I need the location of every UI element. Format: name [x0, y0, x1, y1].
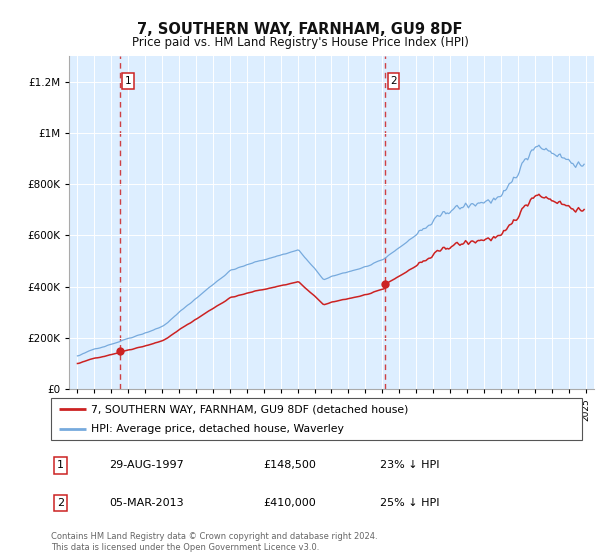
Text: £410,000: £410,000 [263, 498, 316, 508]
Text: 25% ↓ HPI: 25% ↓ HPI [380, 498, 440, 508]
FancyBboxPatch shape [51, 398, 582, 440]
Text: £148,500: £148,500 [263, 460, 316, 470]
Text: 29-AUG-1997: 29-AUG-1997 [109, 460, 184, 470]
Text: HPI: Average price, detached house, Waverley: HPI: Average price, detached house, Wave… [91, 424, 344, 434]
Text: 2: 2 [57, 498, 64, 508]
Text: Price paid vs. HM Land Registry's House Price Index (HPI): Price paid vs. HM Land Registry's House … [131, 36, 469, 49]
Text: 05-MAR-2013: 05-MAR-2013 [109, 498, 184, 508]
Text: Contains HM Land Registry data © Crown copyright and database right 2024.: Contains HM Land Registry data © Crown c… [51, 532, 377, 541]
Text: 23% ↓ HPI: 23% ↓ HPI [380, 460, 440, 470]
Text: 1: 1 [125, 76, 131, 86]
Text: 2: 2 [390, 76, 397, 86]
Text: 1: 1 [57, 460, 64, 470]
Text: This data is licensed under the Open Government Licence v3.0.: This data is licensed under the Open Gov… [51, 543, 319, 552]
Text: 7, SOUTHERN WAY, FARNHAM, GU9 8DF: 7, SOUTHERN WAY, FARNHAM, GU9 8DF [137, 22, 463, 38]
Text: 7, SOUTHERN WAY, FARNHAM, GU9 8DF (detached house): 7, SOUTHERN WAY, FARNHAM, GU9 8DF (detac… [91, 404, 408, 414]
